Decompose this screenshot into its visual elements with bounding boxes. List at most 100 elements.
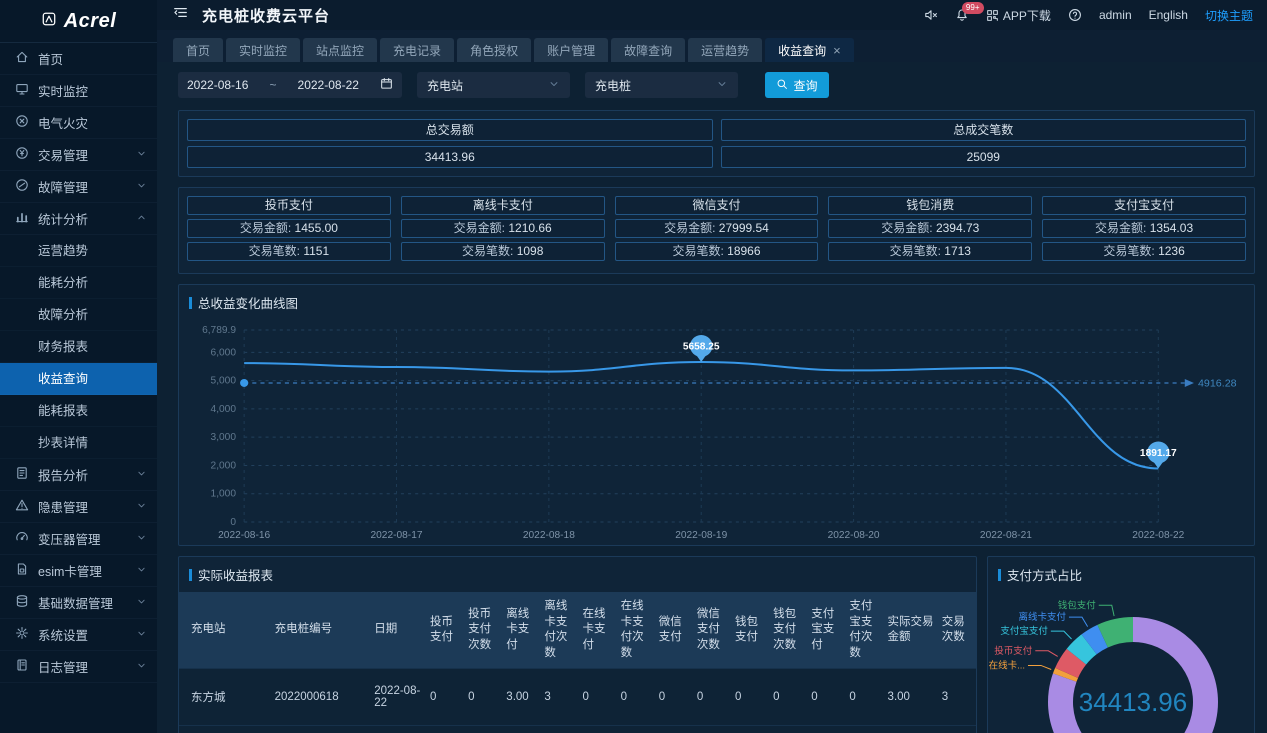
table-title: 实际收益报表 [179,557,976,588]
help-button[interactable] [1068,8,1082,22]
sidebar-item-home[interactable]: 首页 [0,43,157,75]
circle-slash-icon [16,179,28,191]
table-cell: 0 [769,725,808,733]
date-range-picker[interactable]: 2022-08-16 ~ 2022-08-22 [178,72,402,98]
logbook-icon [17,659,27,671]
table-cell: 0 [769,668,808,726]
column-header: 投币支付 [426,592,465,669]
sidebar-item-system-settings[interactable]: 系统设置 [0,619,157,651]
date-end: 2022-08-22 [297,78,359,92]
search-button-label: 查询 [793,78,818,93]
sidebar-item-base-data-mgmt[interactable]: 基础数据管理 [0,587,157,619]
summary-stat: 总成交笔数 25099 [720,119,1246,168]
svg-text:2022-08-19: 2022-08-19 [675,530,727,541]
sidebar-subitem-energy-report[interactable]: 能耗报表 [0,395,157,427]
tab-bar: 首页 实时监控 站点监控 充电记录 角色授权 账户管理 故障查询 运营趋势 收益查询 × [157,30,1267,62]
pile-select[interactable]: 充电桩 [585,72,738,98]
warning-icon [15,498,29,515]
chevron-down-icon [718,81,726,86]
mute-button[interactable] [924,8,938,22]
sidebar-item-realtime-monitor[interactable]: 实时监控 [0,75,157,107]
column-header: 日期 [370,592,427,669]
tab-首页[interactable]: 首页 [173,38,224,62]
chevron-down-icon [138,663,145,667]
sidebar-subitem-meter-detail[interactable]: 抄表详情 [0,427,157,459]
table-cell: 0 [578,725,617,733]
sidebar-item-esim-mgmt[interactable]: esim卡管理 [0,555,157,587]
table-cell: 1 [692,725,732,733]
sidebar-item-label: 实时监控 [38,85,89,99]
payment-method-card: 微信支付 交易金额: 27999.54 交易笔数: 18966 [614,196,819,265]
table-cell: 2020003052 [270,725,371,733]
sidebar: Acrel 首页 实时监控 电气火灾 交易管理 故障管理 统计分析 运营趋势 能耗分析 故障分析… [0,0,157,733]
payment-method-card: 钱包消费 交易金额: 2394.73 交易笔数: 1713 [828,196,1033,265]
tab-收益查询[interactable]: 收益查询 × [765,38,854,62]
topbar: 充电桩收费云平台 99+ APP下载 admin English 切换主题 [157,0,1267,30]
topbar-actions: 99+ APP下载 admin English 切换主题 [924,2,1253,24]
speaker-mute-icon [925,10,937,20]
sidebar-item-electric-fire[interactable]: 电气火灾 [0,107,157,139]
table-cell: 0 [654,668,693,726]
sidebar-subitem-finance-report[interactable]: 财务报表 [0,331,157,363]
sidebar-item-label: 隐患管理 [38,501,89,515]
table-cell: 1 [937,725,976,733]
theme-toggle[interactable]: 切换主题 [1204,8,1253,23]
payment-count: 交易笔数: 1151 [187,242,391,261]
tab-运营趋势[interactable]: 运营趋势 [688,38,763,62]
sidebar-item-label: 首页 [38,53,64,67]
sidebar-subitem-revenue-query[interactable]: 收益查询 [0,363,157,395]
sidebar-subitem-label: 能耗报表 [38,404,89,418]
table-cell: 南宁市大阪三区 [179,725,271,733]
sidebar-item-hazard-mgmt[interactable]: 隐患管理 [0,491,157,523]
sidebar-subitem-fault-analysis[interactable]: 故障分析 [0,299,157,331]
tab-站点监控[interactable]: 站点监控 [303,38,378,62]
app-download-link[interactable]: APP下载 [986,7,1051,24]
tab-充电记录[interactable]: 充电记录 [380,38,455,62]
sidebar-item-report-analysis[interactable]: 报告分析 [0,459,157,491]
close-icon[interactable]: × [833,42,841,58]
svg-text:1,000: 1,000 [211,489,237,500]
sidebar-item-stats-analysis[interactable]: 统计分析 [0,203,157,235]
notifications-button[interactable]: 99+ [955,2,984,22]
svg-text:0: 0 [230,517,236,528]
sidebar-item-transaction-mgmt[interactable]: 交易管理 [0,139,157,171]
table-cell: 2022000618 [270,668,371,726]
sidebar-subitem-label: 故障分析 [38,308,89,322]
station-select[interactable]: 充电站 [417,72,570,98]
tab-故障查询[interactable]: 故障查询 [611,38,686,62]
table-cell: 东方城 [179,668,271,726]
sidebar-subitem-operation-trend[interactable]: 运营趋势 [0,235,157,267]
table-cell: 0 [616,725,655,733]
payment-count: 交易笔数: 1098 [400,242,605,261]
column-header: 支付宝支付次数 [845,592,884,669]
table-cell: 2022-08-22 [370,725,427,733]
tab-实时监控[interactable]: 实时监控 [226,38,301,62]
search-icon [778,79,788,89]
sidebar-item-transformer-mgmt[interactable]: 变压器管理 [0,523,157,555]
svg-text:2022-08-18: 2022-08-18 [523,530,575,541]
main-area: 充电桩收费云平台 99+ APP下载 admin English 切换主题 首页… [157,0,1267,733]
tab-label: 故障查询 [624,43,673,58]
logbook-icon [15,658,29,675]
line-chart-title: 总收益变化曲线图 [179,285,1254,316]
payment-count: 交易笔数: 1713 [828,242,1033,261]
circle-yen-icon [15,146,29,163]
sidebar-item-fault-mgmt[interactable]: 故障管理 [0,171,157,203]
language-toggle[interactable]: English [1148,8,1188,22]
search-button[interactable]: 查询 [765,72,829,98]
svg-text:在线卡...: 在线卡... [989,659,1025,671]
tab-账户管理[interactable]: 账户管理 [534,38,609,62]
sidebar-item-log-mgmt[interactable]: 日志管理 [0,651,157,683]
user-menu[interactable]: admin [1098,8,1132,22]
database-icon [16,595,28,607]
sidebar-subitem-energy-analysis[interactable]: 能耗分析 [0,267,157,299]
tab-角色授权[interactable]: 角色授权 [457,38,532,62]
svg-text:6,789.9: 6,789.9 [202,325,236,336]
svg-text:投币支付: 投币支付 [994,645,1033,657]
table-cell: 3 [540,668,579,726]
collapse-menu-button[interactable] [173,5,188,25]
filter-bar: 2022-08-16 ~ 2022-08-22 充电站 充电桩 查询 [178,72,1255,98]
sidebar-item-label: 系统设置 [38,629,89,643]
sidebar-item-label: 故障管理 [38,181,89,195]
chevron-down-icon [138,471,145,475]
